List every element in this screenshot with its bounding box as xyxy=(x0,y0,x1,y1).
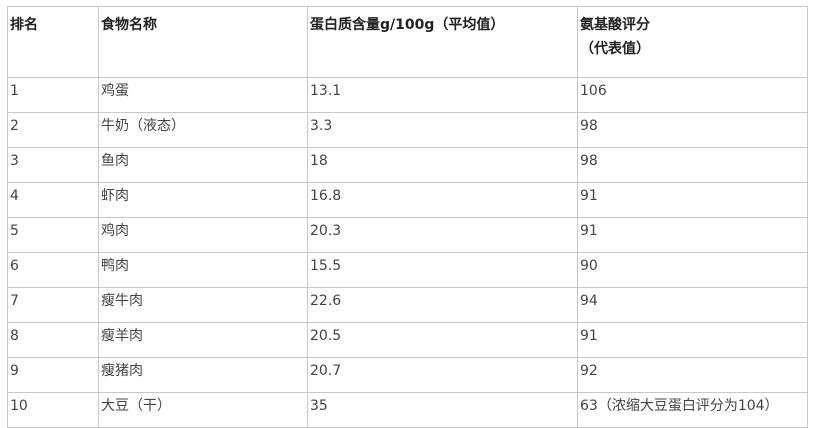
cell-rank: 3 xyxy=(7,147,99,183)
table-row: 3 鱼肉 18 98 xyxy=(7,147,808,183)
table-row: 7 瘦牛肉 22.6 94 xyxy=(7,287,808,323)
cell-amino-score: 90 xyxy=(577,252,808,288)
cell-amino-score: 98 xyxy=(577,112,808,148)
cell-rank: 1 xyxy=(7,77,99,113)
cell-protein: 20.5 xyxy=(307,322,578,358)
cell-protein: 13.1 xyxy=(307,77,578,113)
cell-rank: 6 xyxy=(7,252,99,288)
cell-amino-score: 94 xyxy=(577,287,808,323)
header-amino-acid-score: 氨基酸评分 （代表值） xyxy=(577,6,808,78)
cell-amino-score: 106 xyxy=(577,77,808,113)
cell-food-name: 鸡蛋 xyxy=(98,77,308,113)
table-header-row: 排名 食物名称 蛋白质含量g/100g（平均值） 氨基酸评分 （代表值） xyxy=(7,6,808,78)
header-food-name: 食物名称 xyxy=(98,6,308,78)
table-row: 5 鸡肉 20.3 91 xyxy=(7,217,808,253)
cell-amino-score: 91 xyxy=(577,217,808,253)
cell-amino-score: 91 xyxy=(577,322,808,358)
header-amino-acid-score-line1: 氨基酸评分 xyxy=(580,17,650,33)
cell-rank: 5 xyxy=(7,217,99,253)
cell-protein: 16.8 xyxy=(307,182,578,218)
cell-amino-score: 92 xyxy=(577,357,808,393)
cell-protein: 20.3 xyxy=(307,217,578,253)
cell-food-name: 大豆（干） xyxy=(98,392,308,428)
cell-food-name: 鸭肉 xyxy=(98,252,308,288)
cell-food-name: 瘦猪肉 xyxy=(98,357,308,393)
protein-ranking-table: 排名 食物名称 蛋白质含量g/100g（平均值） 氨基酸评分 （代表值） 1 鸡… xyxy=(7,6,808,428)
cell-food-name: 虾肉 xyxy=(98,182,308,218)
table-row: 2 牛奶（液态） 3.3 98 xyxy=(7,112,808,148)
cell-rank: 8 xyxy=(7,322,99,358)
cell-food-name: 鸡肉 xyxy=(98,217,308,253)
header-protein-content: 蛋白质含量g/100g（平均值） xyxy=(307,6,578,78)
cell-protein: 15.5 xyxy=(307,252,578,288)
table-row: 6 鸭肉 15.5 90 xyxy=(7,252,808,288)
cell-food-name: 鱼肉 xyxy=(98,147,308,183)
cell-amino-score: 63（浓缩大豆蛋白评分为104） xyxy=(577,392,808,428)
cell-protein: 20.7 xyxy=(307,357,578,393)
cell-protein: 3.3 xyxy=(307,112,578,148)
cell-rank: 10 xyxy=(7,392,99,428)
cell-rank: 7 xyxy=(7,287,99,323)
cell-food-name: 牛奶（液态） xyxy=(98,112,308,148)
cell-food-name: 瘦羊肉 xyxy=(98,322,308,358)
table-row: 1 鸡蛋 13.1 106 xyxy=(7,77,808,113)
cell-protein: 22.6 xyxy=(307,287,578,323)
cell-protein: 18 xyxy=(307,147,578,183)
cell-rank: 9 xyxy=(7,357,99,393)
cell-amino-score: 91 xyxy=(577,182,808,218)
cell-food-name: 瘦牛肉 xyxy=(98,287,308,323)
cell-rank: 4 xyxy=(7,182,99,218)
table-row: 9 瘦猪肉 20.7 92 xyxy=(7,357,808,393)
table-row: 10 大豆（干） 35 63（浓缩大豆蛋白评分为104） xyxy=(7,392,808,428)
table-row: 8 瘦羊肉 20.5 91 xyxy=(7,322,808,358)
cell-amino-score: 98 xyxy=(577,147,808,183)
table-row: 4 虾肉 16.8 91 xyxy=(7,182,808,218)
cell-protein: 35 xyxy=(307,392,578,428)
header-amino-acid-score-line2: （代表值） xyxy=(580,41,650,57)
header-rank: 排名 xyxy=(7,6,99,78)
cell-rank: 2 xyxy=(7,112,99,148)
